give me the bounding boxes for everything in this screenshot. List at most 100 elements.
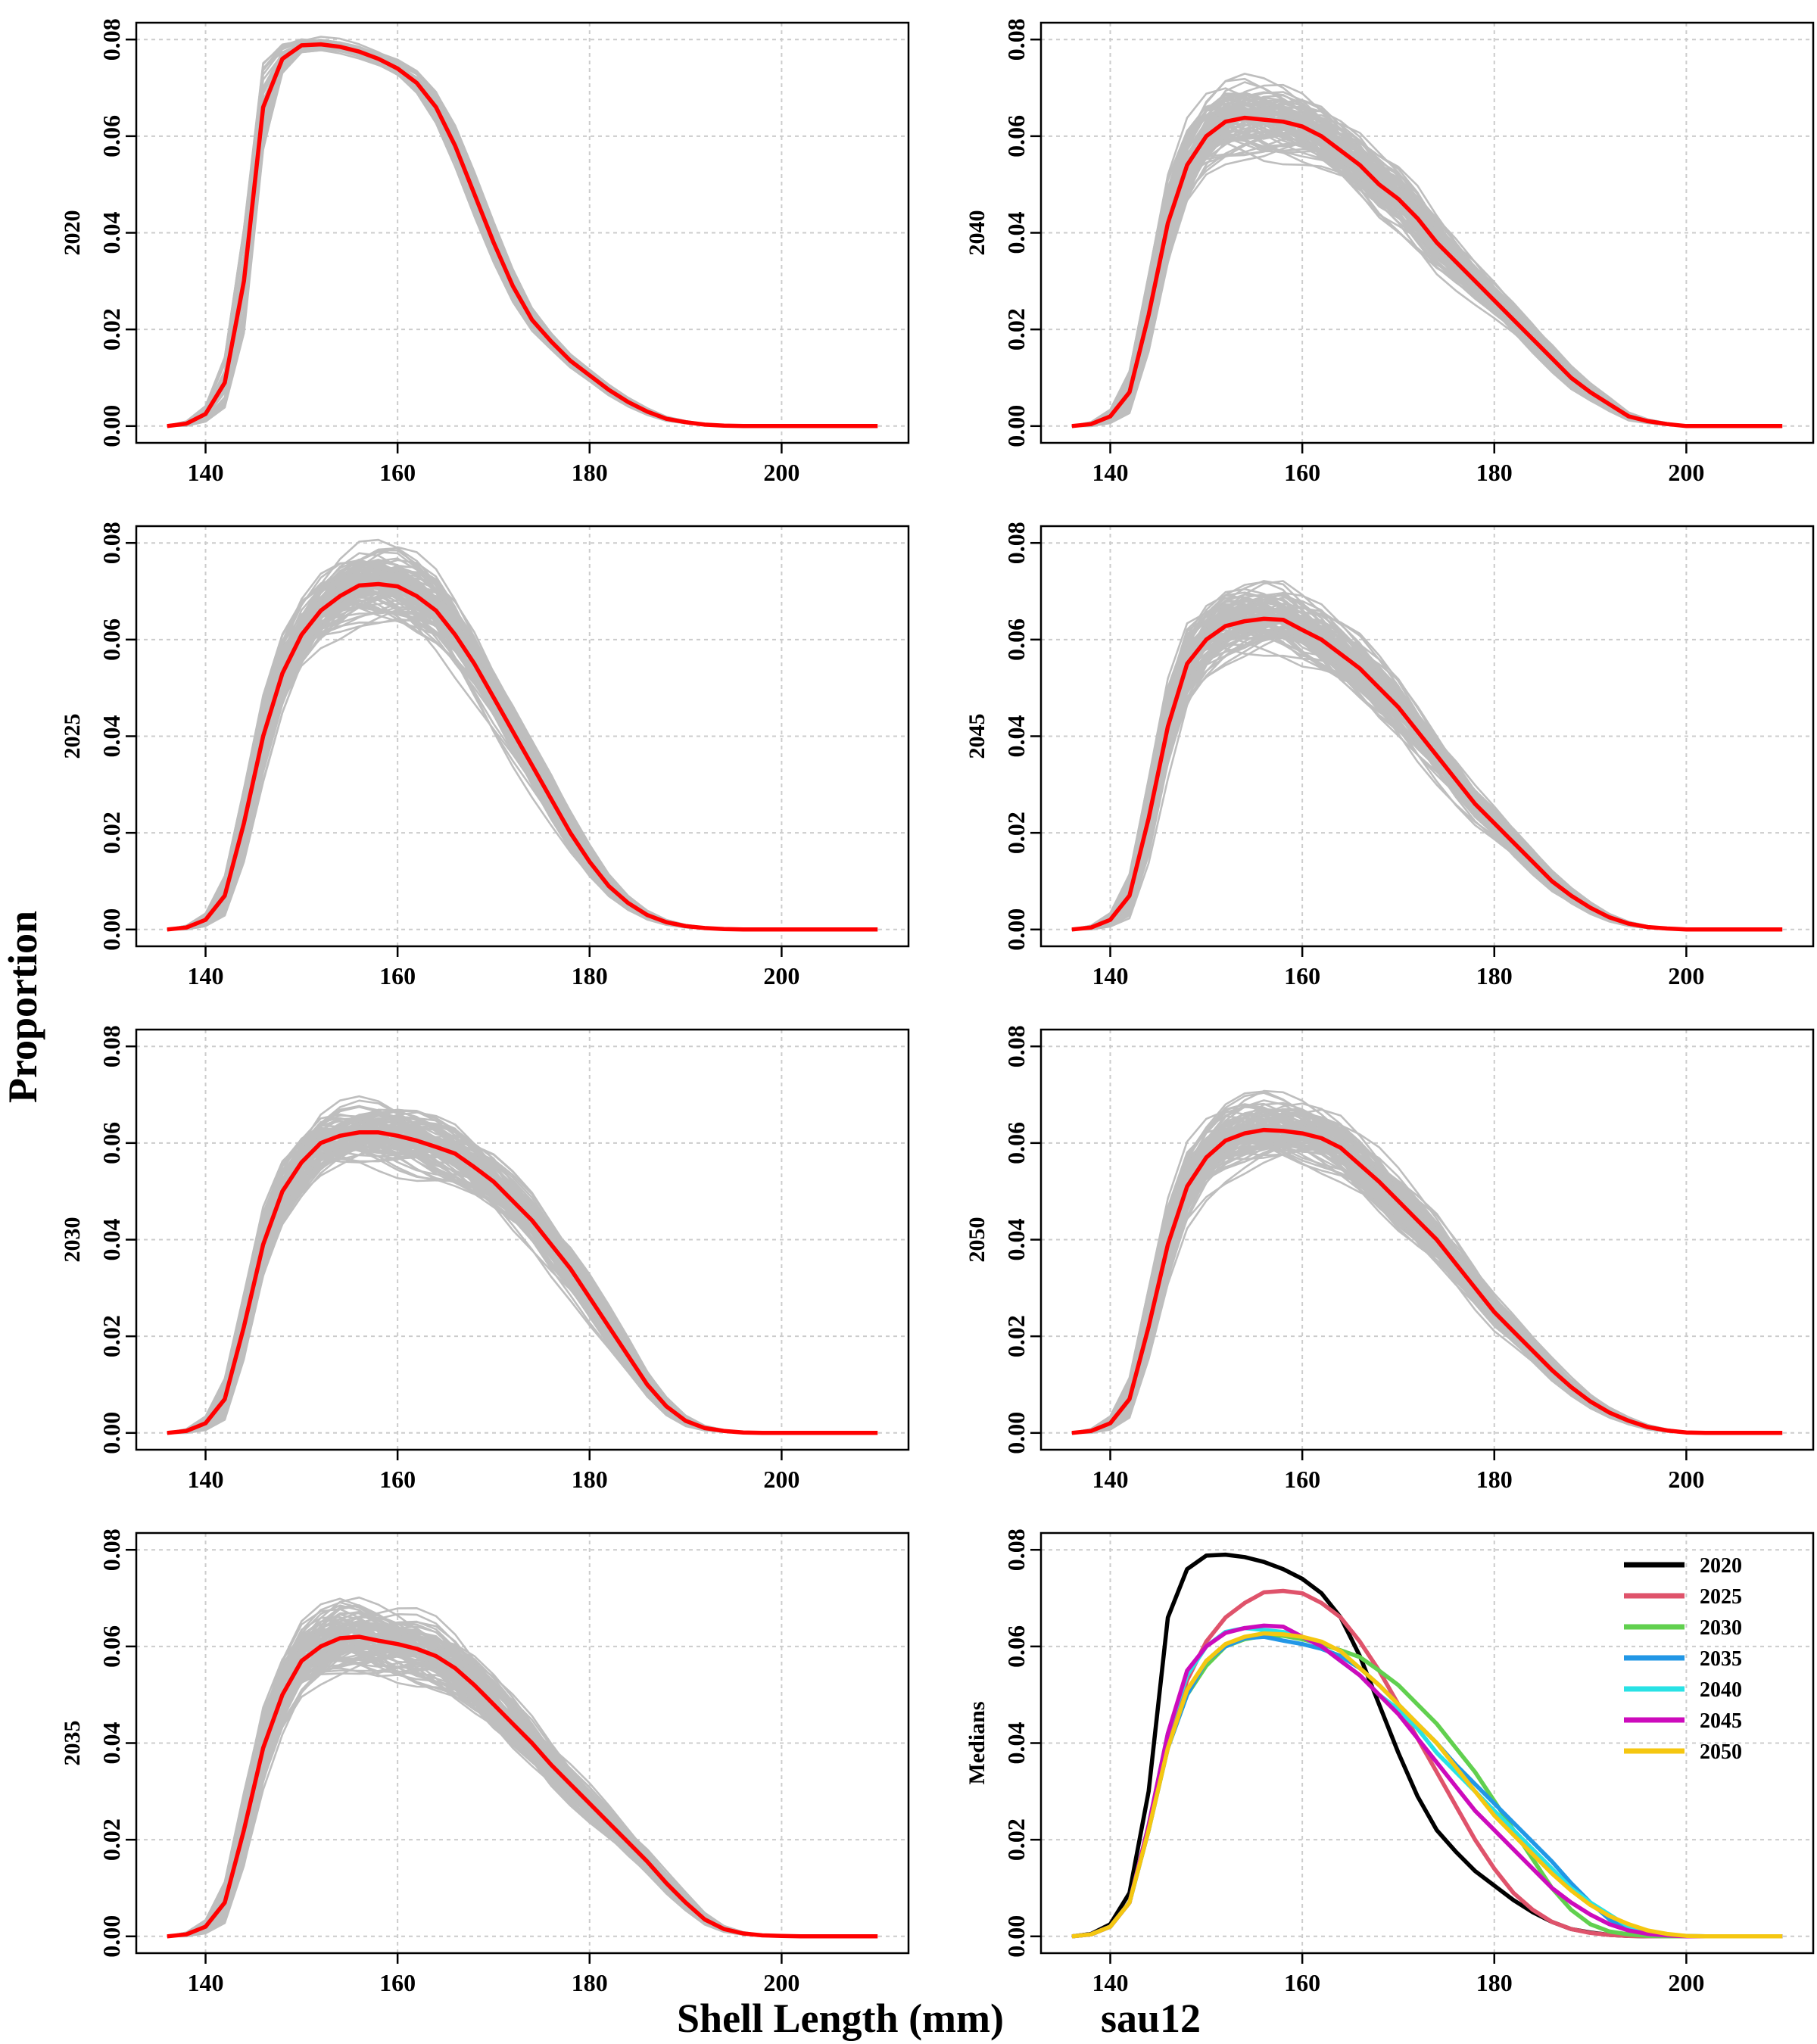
series-line-2050	[1071, 1631, 1783, 1939]
replicate-line	[167, 1616, 878, 1938]
y-tick-label: 0.00	[98, 1412, 125, 1454]
replicate-line	[167, 1126, 878, 1435]
x-tick-label: 200	[1668, 459, 1704, 486]
legend-label-2050: 2050	[1700, 1740, 1742, 1764]
replicate-line	[167, 1623, 878, 1938]
x-tick-label: 160	[1284, 1969, 1320, 1996]
replicate-line	[167, 1623, 878, 1938]
x-tick-label: 180	[1476, 1466, 1513, 1493]
y-tick-label: 0.00	[1002, 405, 1030, 447]
y-tick-label: 0.06	[1002, 1625, 1030, 1668]
panel-2030: 140 160 180 200 0.00 0.02 0.04 0.06 0.08 2030	[60, 1025, 910, 1493]
replicate-line	[1071, 1115, 1783, 1435]
replicate-line	[1071, 1109, 1783, 1435]
x-tick-label: 140	[1092, 962, 1129, 989]
replicate-line	[167, 1108, 878, 1435]
x-tick-label: 160	[1284, 1466, 1320, 1493]
replicate-line	[1071, 1102, 1783, 1435]
x-tick-label: 200	[763, 1969, 799, 1996]
y-tick-label: 0.08	[1002, 1025, 1030, 1067]
replicate-line	[167, 1131, 878, 1435]
y-tick-label: 0.04	[1002, 212, 1030, 254]
replicate-line	[167, 1622, 878, 1938]
x-tick-label: 140	[188, 459, 224, 486]
replicate-line	[167, 1628, 878, 1938]
replicate-line	[167, 1113, 878, 1435]
replicate-line	[167, 49, 878, 428]
replicate-line	[167, 1105, 878, 1435]
replicate-line	[167, 1108, 878, 1435]
replicate-line	[167, 1111, 878, 1435]
replicate-line	[167, 1622, 878, 1938]
panel-medians: 2020 2025 2030 2035 2040 2045 2050 140 160 180 200…	[965, 1528, 1815, 1996]
replicate-line	[167, 1117, 878, 1435]
y-tick-label: 0.06	[1002, 1122, 1030, 1164]
replicate-line	[167, 1130, 878, 1435]
series-layer	[167, 1596, 878, 1939]
replicate-line	[1071, 593, 1783, 931]
replicate-line	[167, 1099, 878, 1435]
y-tick-label: 0.00	[98, 1915, 125, 1958]
median-line	[1071, 1127, 1783, 1435]
replicate-line	[1071, 99, 1783, 428]
replicate-line	[167, 1631, 878, 1938]
replicate-line	[167, 1125, 878, 1435]
series-line-2035	[1071, 1634, 1783, 1939]
replicate-line	[1071, 1114, 1783, 1435]
x-tick-label: 140	[188, 1466, 224, 1493]
x-tick-label: 160	[379, 1969, 416, 1996]
x-tick-label: 140	[1092, 1969, 1129, 1996]
median-line	[1071, 115, 1783, 428]
y-tick-label: 0.02	[1002, 308, 1030, 351]
y-tick-label: 0.06	[98, 115, 125, 157]
replicate-line	[1071, 1134, 1783, 1435]
y-tick-label: 0.02	[1002, 812, 1030, 854]
replicate-line	[1071, 1102, 1783, 1435]
y-tick-label: 0.02	[98, 308, 125, 351]
replicate-line	[167, 1629, 878, 1938]
replicate-line	[1071, 98, 1783, 428]
replicate-line	[1071, 98, 1783, 428]
replicate-line	[167, 1111, 878, 1435]
x-tick-label: 180	[572, 1466, 608, 1493]
replicate-line	[1071, 1113, 1783, 1435]
replicate-line	[167, 1118, 878, 1435]
x-tick-label: 180	[1476, 1969, 1513, 1996]
replicate-line	[1071, 1113, 1783, 1435]
panel-ylabel: Medians	[965, 1701, 990, 1784]
panel-2045: 140 160 180 200 0.00 0.02 0.04 0.06 0.08 2045	[965, 522, 1815, 989]
panel-2020: 140 160 180 200 0.00 0.02 0.04 0.06 0.08 2020	[60, 18, 910, 486]
replicate-line	[1071, 1108, 1783, 1435]
replicate-line	[167, 1117, 878, 1435]
replicate-line	[167, 1618, 878, 1938]
y-tick-label: 0.02	[98, 812, 125, 854]
replicate-line	[167, 1133, 878, 1435]
replicate-line	[167, 1112, 878, 1435]
replicate-line	[1071, 1112, 1783, 1435]
replicate-line	[167, 1133, 878, 1435]
replicate-line	[167, 1625, 878, 1938]
replicate-line	[1071, 1124, 1783, 1435]
replicate-line	[167, 1114, 878, 1435]
x-tick-label: 200	[763, 1466, 799, 1493]
replicate-line	[167, 1095, 878, 1435]
replicate-line	[1071, 1099, 1783, 1435]
replicate-line	[167, 1110, 878, 1435]
replicate-line	[167, 1613, 878, 1938]
replicate-line	[1071, 1112, 1783, 1435]
replicate-line	[167, 1612, 878, 1938]
replicate-line	[167, 1125, 878, 1435]
replicate-line	[167, 1116, 878, 1435]
series-line-2040	[1071, 1625, 1783, 1939]
replicate-line	[1071, 136, 1783, 428]
replicate-line	[1071, 1126, 1783, 1435]
x-tick-label: 140	[188, 962, 224, 989]
replicate-line	[1071, 1111, 1783, 1435]
replicate-line	[167, 1618, 878, 1938]
x-tick-label: 160	[1284, 459, 1320, 486]
y-tick-label: 0.08	[1002, 18, 1030, 61]
replicate-line	[167, 1122, 878, 1435]
replicate-line	[167, 1129, 878, 1435]
